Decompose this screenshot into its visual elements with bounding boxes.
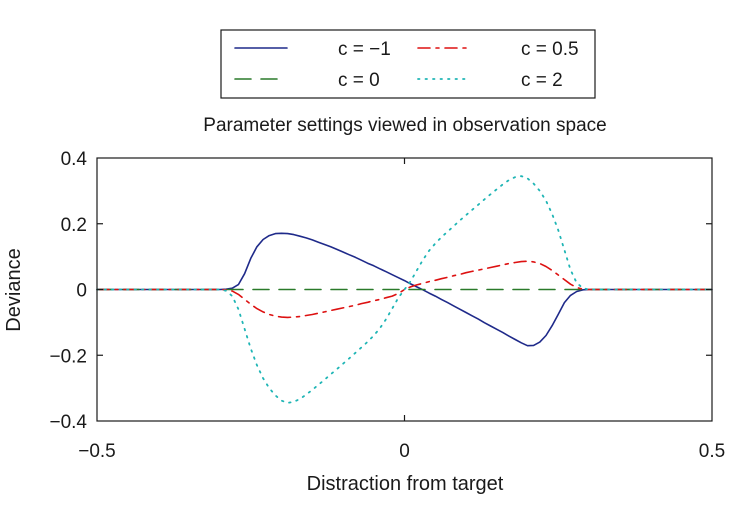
legend-label-2: c = 0 — [338, 70, 380, 91]
y-axis: −0.4 −0.2 0 0.2 0.4 — [49, 149, 712, 433]
y-axis-label: Deviance — [3, 248, 25, 331]
x-axis: −0.5 0 0.5 — [78, 158, 725, 462]
legend-label-4: c = 2 — [521, 70, 563, 91]
plot-lines — [96, 175, 713, 404]
x-axis-label: Distraction from target — [307, 473, 504, 495]
x-tick-label: 0.5 — [699, 441, 725, 462]
y-tick-label: −0.4 — [49, 412, 87, 433]
series-line-3 — [96, 260, 713, 319]
legend-label-3: c = 0.5 — [521, 39, 579, 60]
series-line-1 — [96, 232, 713, 347]
legend-label-1: c = −1 — [338, 39, 391, 60]
y-tick-label: 0.4 — [61, 149, 88, 170]
chart-title: Parameter settings viewed in observation… — [203, 115, 606, 136]
y-tick-label: 0 — [76, 281, 87, 302]
legend-box — [220, 29, 596, 99]
series-line-4 — [96, 175, 713, 404]
legend: c = −1 c = 0 c = 0.5 c = 2 — [220, 29, 596, 99]
y-tick-label: −0.2 — [49, 346, 87, 367]
y-tick-label: 0.2 — [61, 215, 87, 236]
x-tick-label: −0.5 — [78, 441, 116, 462]
x-tick-label: 0 — [399, 441, 410, 462]
